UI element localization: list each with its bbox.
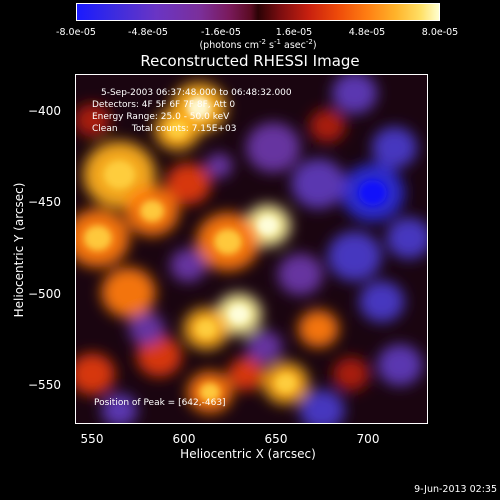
negative-emission-blob xyxy=(101,393,138,423)
negative-emission-core xyxy=(358,180,387,206)
negative-emission-blob xyxy=(377,344,423,386)
x-tick-label: 550 xyxy=(80,432,104,446)
positive-emission-core xyxy=(140,200,164,222)
positive-emission-blob xyxy=(136,335,182,377)
positive-emission-blob xyxy=(332,357,370,391)
colorbar-tick-label: 1.6e-05 xyxy=(275,27,313,38)
y-tick-label: −500 xyxy=(28,287,61,301)
y-tick-label: −450 xyxy=(28,195,61,209)
detectors-annotation: Detectors: 4F 5F 6F 7F 8F, Att 0 xyxy=(92,100,236,110)
positive-emission-blob xyxy=(76,353,115,395)
positive-emission-blob xyxy=(76,103,111,137)
positive-emission-blob xyxy=(309,109,346,143)
negative-emission-blob xyxy=(359,280,405,323)
y-tick-label: −400 xyxy=(28,104,61,118)
negative-emission-blob xyxy=(170,248,207,282)
rhessi-image-map xyxy=(76,75,427,423)
chart-title: Reconstructed RHESSI Image xyxy=(140,52,360,70)
positive-emission-blob xyxy=(165,162,211,205)
colorbar-tick-label: -1.6e-05 xyxy=(201,27,241,38)
x-axis-label: Heliocentric X (arcsec) xyxy=(180,447,316,461)
positive-emission-core xyxy=(167,120,188,139)
colorbar-tick-label: -4.8e-05 xyxy=(128,27,168,38)
negative-emission-blob xyxy=(246,330,283,364)
colorbar-tick-label: -8.0e-05 xyxy=(56,27,96,38)
positive-emission-blob xyxy=(101,267,156,318)
y-axis-label: Heliocentric Y (arcsec) xyxy=(12,182,26,318)
y-tick-label: −550 xyxy=(28,378,61,392)
colorbar-tick-label: 8.0e-05 xyxy=(421,27,459,38)
colorbar xyxy=(76,3,440,21)
x-tick-label: 650 xyxy=(264,432,288,446)
negative-emission-blob xyxy=(332,75,378,114)
positive-emission-core xyxy=(228,305,249,324)
colorbar-tick-label: 4.8e-05 xyxy=(348,27,386,38)
positive-emission-core xyxy=(196,319,217,338)
plot-area: 5-Sep-2003 06:37:48.000 to 06:48:32.000 … xyxy=(75,74,428,424)
clean-counts-annotation: Clean Total counts: 7.15E+03 xyxy=(92,124,237,134)
negative-emission-blob xyxy=(277,253,323,296)
negative-emission-blob xyxy=(299,389,345,423)
positive-emission-core xyxy=(275,374,296,393)
negative-emission-blob xyxy=(246,122,301,173)
positive-emission-core xyxy=(103,160,136,190)
positive-emission-core xyxy=(83,225,112,251)
negative-emission-blob xyxy=(327,231,382,282)
negative-emission-blob xyxy=(128,312,165,346)
positive-emission-core xyxy=(187,96,211,119)
time-range-annotation: 5-Sep-2003 06:37:48.000 to 06:48:32.000 xyxy=(101,88,292,98)
energy-range-annotation: Energy Range: 25.0 - 50.0 keV xyxy=(92,112,230,122)
x-tick-label: 600 xyxy=(172,432,196,446)
positive-emission-core xyxy=(199,383,220,402)
peak-position-annotation: Position of Peak = [642,-463] xyxy=(94,398,226,408)
positive-emission-core xyxy=(214,229,242,255)
negative-emission-blob xyxy=(386,217,427,259)
positive-emission-core xyxy=(257,216,278,235)
positive-emission-blob xyxy=(227,357,265,391)
negative-emission-blob xyxy=(291,158,346,209)
negative-emission-blob xyxy=(205,153,233,179)
colorbar-units: (photons cm-2 s-1 asec-2) xyxy=(199,38,317,52)
positive-emission-blob xyxy=(298,310,339,348)
x-tick-label: 700 xyxy=(356,432,380,446)
render-timestamp: 9-Jun-2013 02:35 xyxy=(414,484,497,495)
negative-emission-blob xyxy=(371,126,418,169)
